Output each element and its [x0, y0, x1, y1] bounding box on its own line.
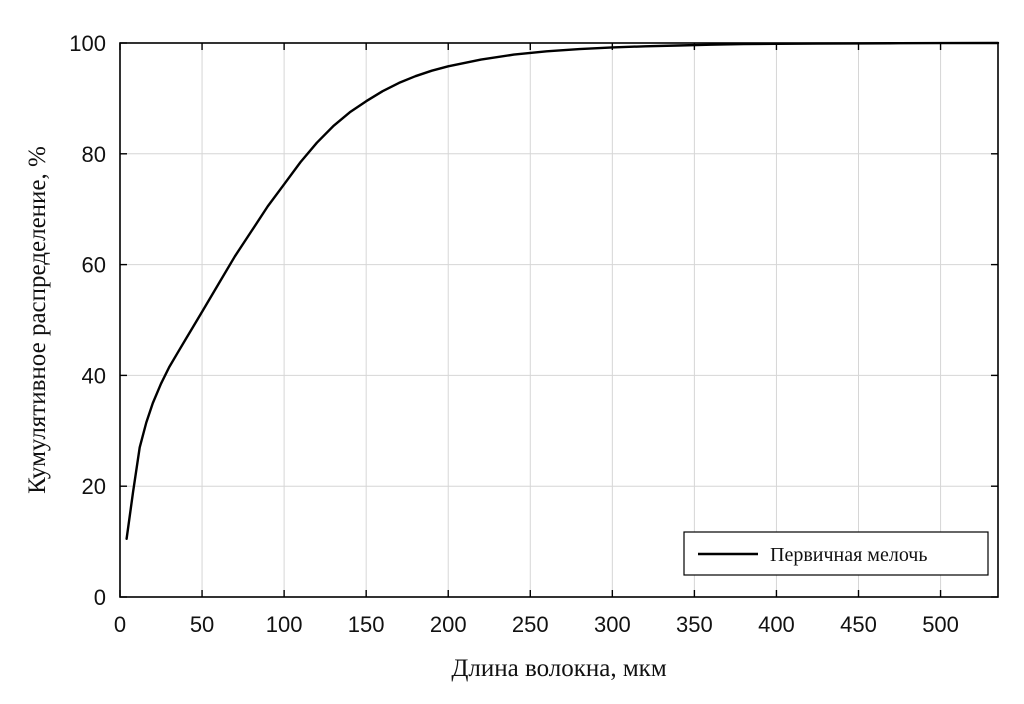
- series-line-0: [125, 41, 1000, 540]
- plot-frame: [119, 42, 999, 598]
- x-tick-label: 500: [922, 612, 959, 637]
- x-tick-label: 50: [190, 612, 214, 637]
- x-tick-label: 250: [512, 612, 549, 637]
- x-tick-label: 400: [758, 612, 795, 637]
- y-tick-label: 80: [82, 142, 106, 167]
- x-tick-label: 300: [594, 612, 631, 637]
- series-layer: [125, 41, 1000, 540]
- y-axis-title: Кумулятивное распределение, %: [24, 146, 51, 494]
- y-tick-label: 0: [94, 585, 106, 610]
- x-tick-label: 100: [266, 612, 303, 637]
- x-tick-label: 200: [430, 612, 467, 637]
- grid-lines: [120, 43, 998, 597]
- y-tick-label: 60: [82, 253, 106, 278]
- legend-series-label: Первичная мелочь: [770, 544, 927, 566]
- y-tick-label: 40: [82, 363, 106, 388]
- x-tick-label: 350: [676, 612, 713, 637]
- y-tick-label: 100: [69, 31, 106, 56]
- y-tick-labels: 0 20 40 60 80 100: [69, 31, 106, 610]
- axis-ticks: [119, 42, 998, 598]
- legend: Первичная мелочь: [683, 531, 989, 576]
- x-axis-title: Длина волокна, мкм: [451, 655, 666, 682]
- x-tick-label: 0: [114, 612, 126, 637]
- x-tick-label: 450: [840, 612, 877, 637]
- y-tick-label: 20: [82, 474, 106, 499]
- x-tick-labels: 0 50 100 150 200 250 300 350 400 450 500: [114, 612, 959, 637]
- x-tick-label: 150: [348, 612, 385, 637]
